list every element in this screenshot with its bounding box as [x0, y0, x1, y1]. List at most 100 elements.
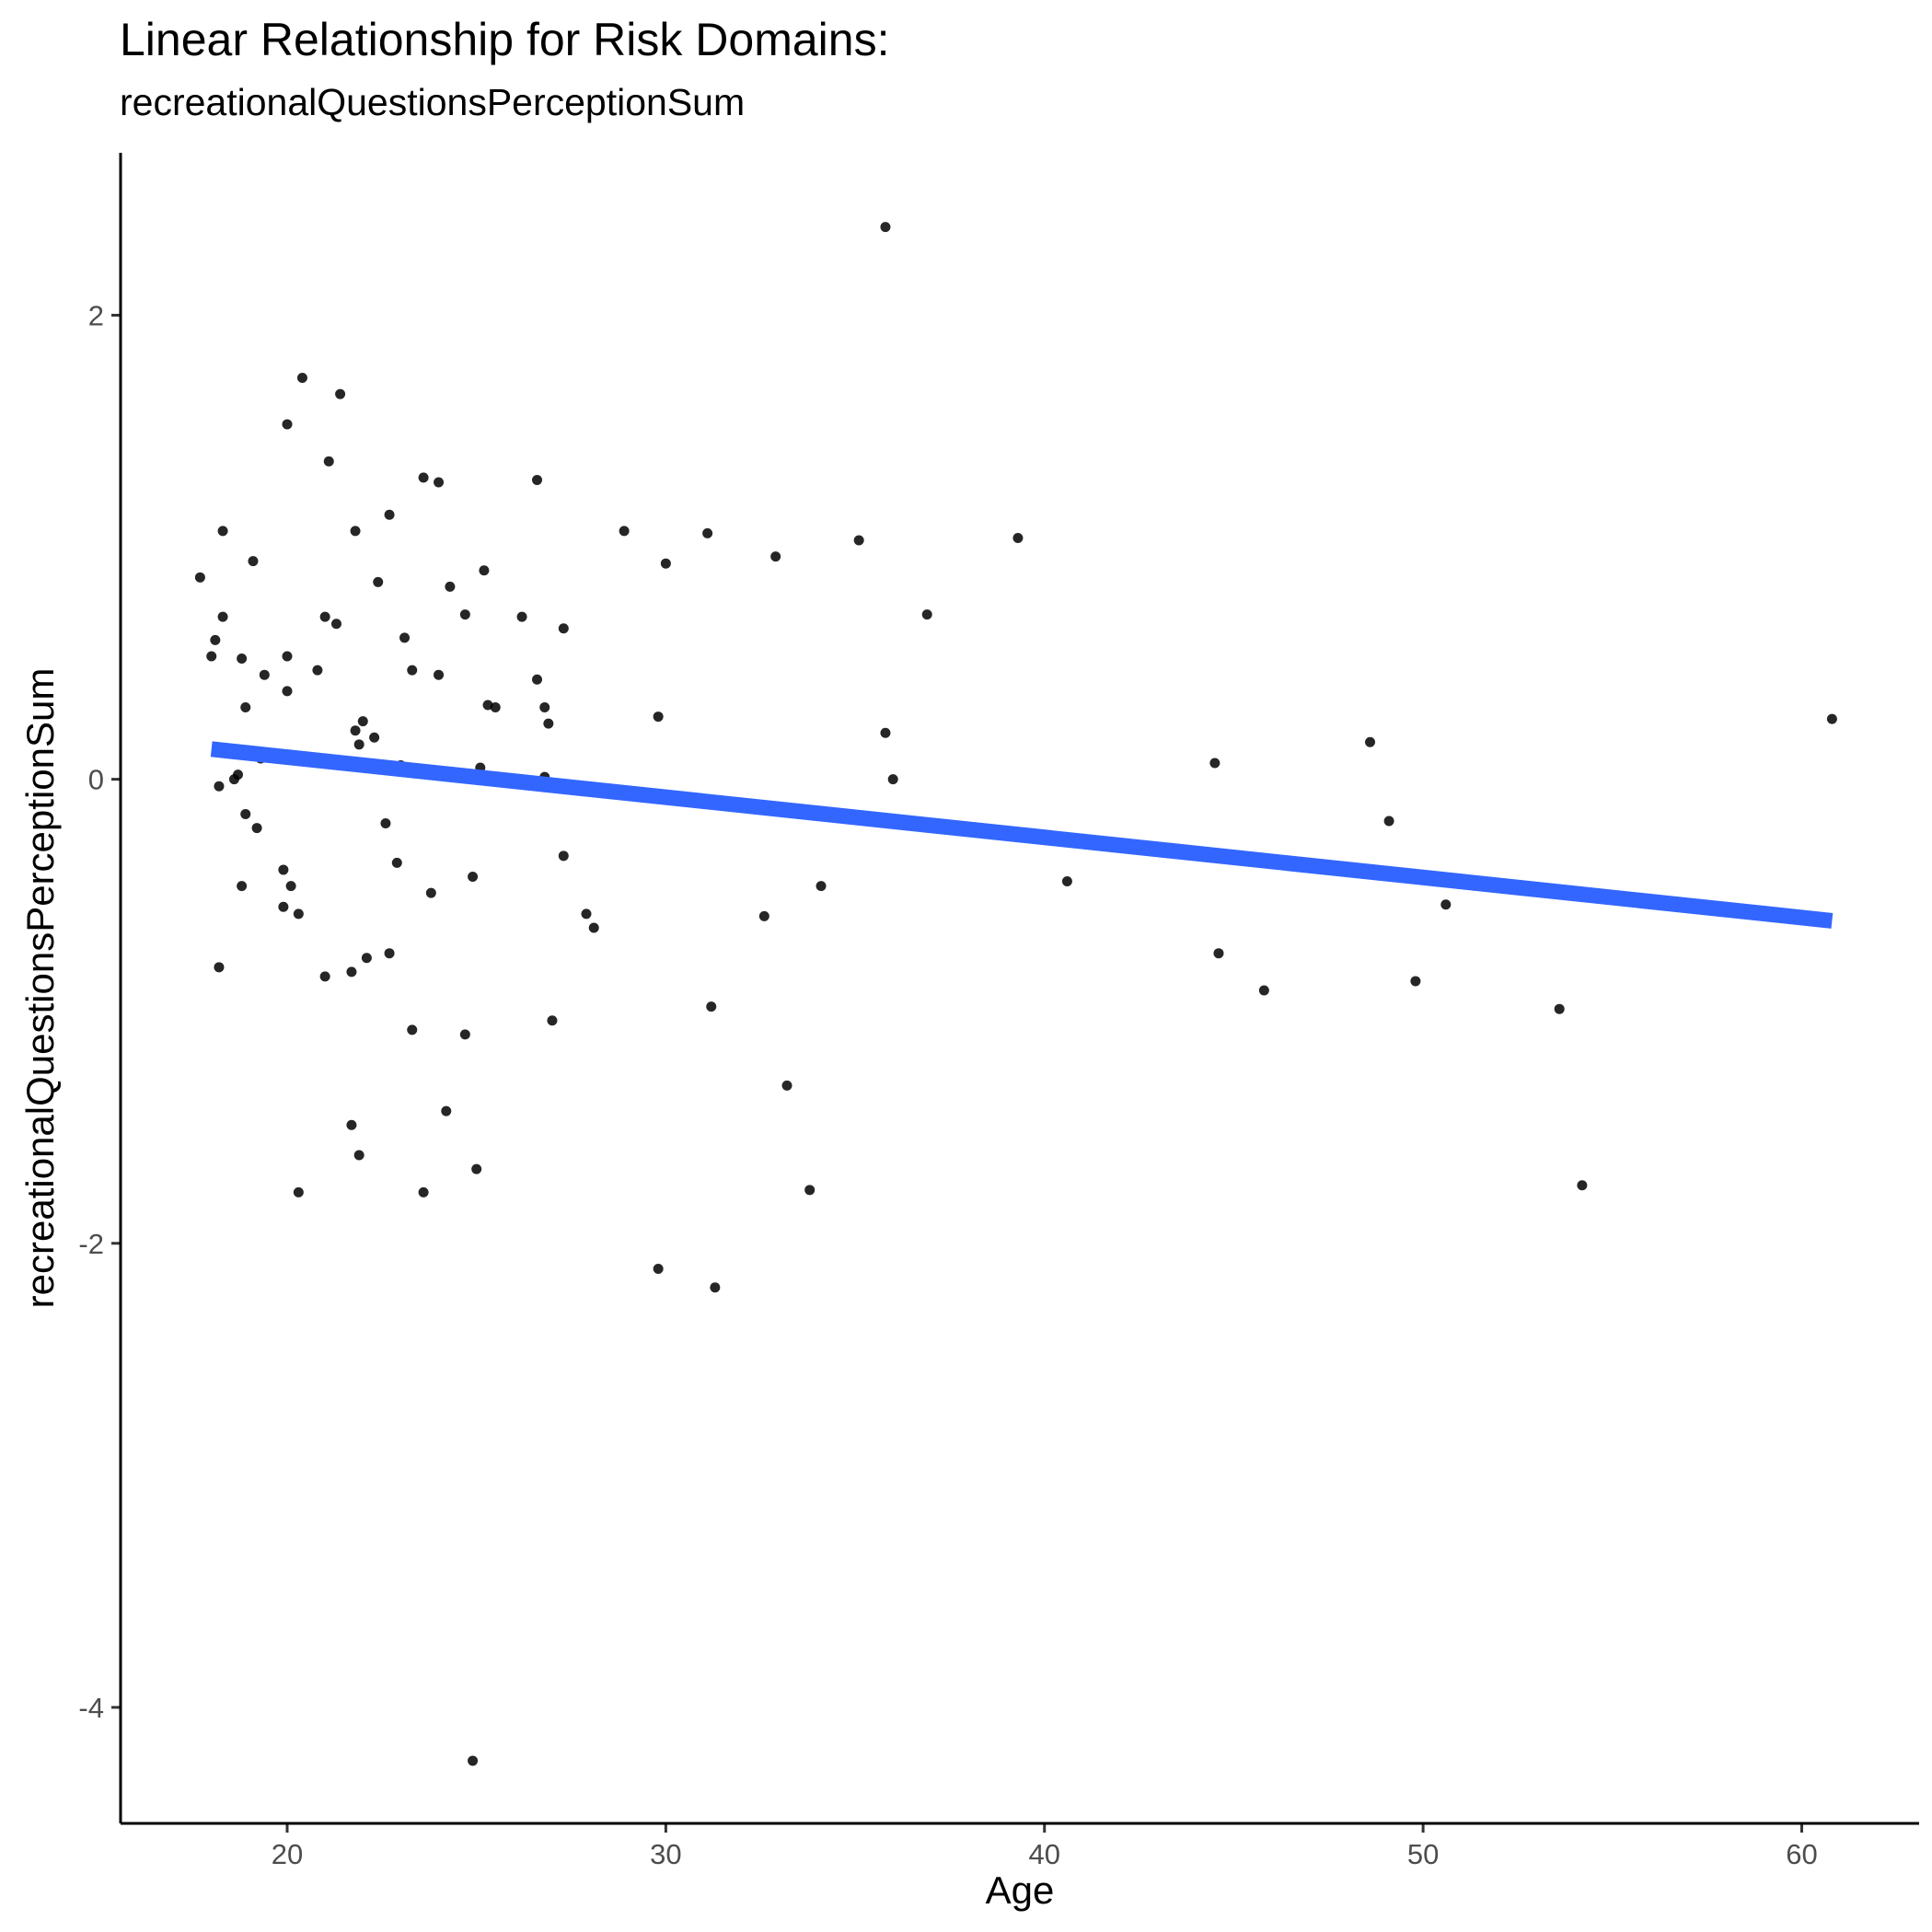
data-point	[619, 526, 630, 537]
x-axis-title: Age	[986, 1868, 1055, 1912]
data-point	[214, 962, 225, 973]
data-point	[532, 474, 543, 485]
data-point	[880, 222, 891, 233]
data-point	[282, 686, 293, 697]
data-point	[369, 732, 380, 743]
data-point	[532, 674, 543, 685]
data-point	[816, 881, 827, 892]
data-point	[1554, 1003, 1565, 1014]
data-point	[210, 634, 221, 645]
data-point	[357, 716, 368, 727]
data-point	[479, 565, 490, 576]
data-point	[350, 725, 361, 736]
data-point	[1209, 758, 1221, 769]
data-point	[407, 665, 418, 676]
y-tick-label: -2	[78, 1228, 104, 1260]
y-axis-ticks: 2 0 -2 -4	[78, 299, 121, 1724]
data-point	[441, 1105, 452, 1116]
data-point	[770, 551, 781, 562]
data-point	[558, 850, 569, 862]
data-point	[330, 619, 341, 630]
data-point	[547, 1015, 558, 1026]
data-point	[319, 611, 330, 622]
x-tick-label: 50	[1407, 1838, 1439, 1870]
data-point	[251, 823, 262, 834]
data-point	[471, 1163, 482, 1174]
data-point	[1577, 1180, 1588, 1191]
data-point	[361, 953, 372, 964]
y-tick-label: 2	[88, 299, 104, 331]
data-point	[350, 526, 361, 537]
x-tick-label: 40	[1028, 1838, 1059, 1870]
data-point	[445, 581, 456, 592]
data-point	[407, 1024, 418, 1035]
data-point	[248, 556, 259, 567]
y-axis-title: recreationalQuestionsPerceptionSum	[18, 668, 62, 1309]
chart-subtitle: recreationalQuestionsPerceptionSum	[120, 81, 746, 123]
data-point	[312, 665, 323, 676]
data-point	[459, 609, 470, 620]
data-point	[237, 654, 248, 665]
data-point	[781, 1080, 792, 1091]
data-point	[346, 966, 357, 978]
data-point	[296, 373, 307, 384]
data-point	[468, 1755, 479, 1766]
data-point	[206, 651, 217, 662]
data-points	[194, 222, 1837, 1766]
data-point	[353, 1150, 364, 1161]
data-point	[346, 1119, 357, 1130]
data-point	[1383, 816, 1394, 827]
data-point	[335, 388, 346, 399]
data-point	[853, 535, 864, 546]
data-point	[1258, 985, 1269, 996]
data-point	[1061, 876, 1072, 887]
data-point	[278, 901, 289, 912]
data-point	[887, 774, 898, 785]
data-point	[653, 711, 664, 723]
data-point	[418, 1186, 429, 1197]
data-point	[418, 472, 429, 483]
data-point	[380, 818, 391, 829]
x-tick-label: 60	[1786, 1838, 1817, 1870]
data-point	[259, 669, 270, 680]
data-point	[293, 908, 304, 920]
data-point	[702, 527, 713, 538]
data-point	[373, 576, 384, 587]
data-point	[237, 881, 248, 892]
data-point	[1213, 948, 1224, 959]
data-point	[293, 1186, 304, 1197]
data-point	[660, 558, 671, 569]
data-point	[804, 1185, 816, 1196]
data-point	[425, 887, 436, 898]
data-point	[706, 1001, 717, 1012]
x-tick-label: 20	[272, 1838, 303, 1870]
data-point	[353, 739, 364, 750]
y-tick-label: -4	[78, 1692, 104, 1724]
data-point	[434, 669, 445, 680]
data-point	[653, 1264, 664, 1275]
data-point	[285, 881, 296, 892]
data-point	[1410, 976, 1421, 987]
data-point	[490, 701, 501, 712]
x-axis-ticks: 20 30 40 50 60	[272, 1823, 1818, 1870]
data-point	[217, 611, 228, 622]
data-point	[1365, 736, 1376, 747]
data-point	[278, 864, 289, 875]
data-point	[516, 611, 527, 622]
data-point	[539, 701, 550, 712]
data-point	[758, 910, 769, 921]
data-point	[391, 857, 402, 868]
data-point	[581, 908, 592, 920]
data-point	[1440, 899, 1452, 910]
regression-line-group	[210, 741, 1834, 929]
data-point	[282, 651, 293, 662]
data-point	[319, 971, 330, 982]
data-point	[710, 1282, 721, 1293]
data-point	[434, 477, 445, 488]
data-point	[384, 509, 395, 520]
data-point	[214, 781, 225, 792]
data-point	[1012, 532, 1024, 543]
data-point	[282, 419, 293, 430]
data-point	[921, 609, 932, 620]
